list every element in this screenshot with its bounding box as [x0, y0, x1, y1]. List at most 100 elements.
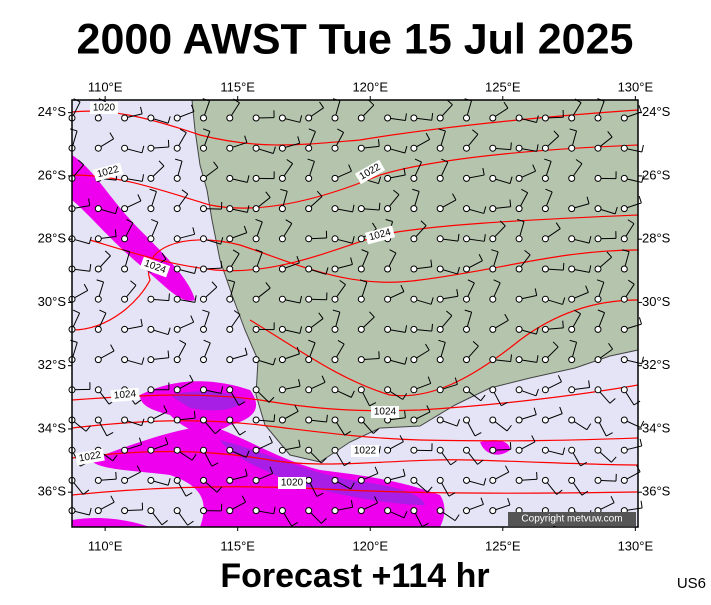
barb-station	[279, 447, 285, 453]
barb-station	[122, 236, 128, 242]
barb-station	[621, 236, 627, 242]
isobar-label-text: 1020	[281, 478, 304, 489]
barb-station	[358, 145, 364, 151]
barb-station	[464, 236, 470, 242]
lon-label: 130°E	[618, 79, 654, 94]
barb-station	[490, 206, 496, 212]
barb-station	[411, 266, 417, 272]
barb-station	[437, 477, 443, 483]
barb-station	[174, 417, 180, 423]
barb-station	[279, 387, 285, 393]
barb-station	[516, 357, 522, 363]
barb-flag	[639, 105, 641, 112]
lon-label: 125°E	[485, 538, 521, 553]
barb-station	[201, 175, 207, 181]
barb-station	[621, 477, 627, 483]
lon-label: 110°E	[88, 79, 123, 94]
barb-station	[253, 175, 259, 181]
barb-station	[542, 145, 548, 151]
barb-station	[358, 296, 364, 302]
barb-station	[332, 417, 338, 423]
barb-station	[542, 447, 548, 453]
barb-station	[253, 357, 259, 363]
barb-station	[279, 145, 285, 151]
barb-flag	[511, 142, 512, 149]
barb-station	[411, 477, 417, 483]
barb-station	[227, 417, 233, 423]
barb-station	[490, 236, 496, 242]
barb-station	[201, 326, 207, 332]
barb-station	[490, 447, 496, 453]
barb-station	[148, 145, 154, 151]
copyright: Copyright metvuw.com	[521, 514, 622, 525]
barb-station	[95, 326, 101, 332]
barb-station	[227, 357, 233, 363]
barb-station	[385, 115, 391, 121]
barb-station	[411, 357, 417, 363]
barb-station	[385, 145, 391, 151]
barb-station	[201, 508, 207, 514]
lat-label: 30°S	[642, 294, 671, 309]
barb-station	[569, 357, 575, 363]
barb-station	[227, 387, 233, 393]
barb-station	[279, 266, 285, 272]
barb-station	[253, 417, 259, 423]
barb-station	[569, 296, 575, 302]
barb-station	[279, 175, 285, 181]
lat-label: 32°S	[642, 357, 671, 372]
barb-station	[516, 236, 522, 242]
barb-station	[411, 145, 417, 151]
barb-station	[569, 115, 575, 121]
barb-station	[174, 296, 180, 302]
lat-label: 24°S	[642, 104, 671, 119]
barb-station	[95, 477, 101, 483]
barb-station	[253, 145, 259, 151]
barb-station	[332, 357, 338, 363]
barb-station	[201, 266, 207, 272]
lat-label: 28°S	[642, 231, 671, 246]
lat-label: 36°S	[642, 484, 671, 499]
barb-station	[437, 357, 443, 363]
barb-station	[95, 236, 101, 242]
barb-station	[95, 145, 101, 151]
barb-station	[227, 296, 233, 302]
barb-station	[122, 477, 128, 483]
barb-station	[332, 145, 338, 151]
barb-flag	[563, 321, 564, 328]
barb-station	[358, 417, 364, 423]
barb-station	[385, 447, 391, 453]
barb-station	[279, 236, 285, 242]
barb-station	[227, 175, 233, 181]
barb-station	[437, 508, 443, 514]
barb-station	[253, 477, 259, 483]
barb-station	[174, 206, 180, 212]
barb-station	[621, 417, 627, 423]
barb-station	[148, 175, 154, 181]
barb-station	[516, 206, 522, 212]
barb-station	[595, 447, 601, 453]
barb-station	[253, 447, 259, 453]
barb-station	[174, 387, 180, 393]
barb-station	[385, 477, 391, 483]
barb-station	[174, 357, 180, 363]
barb-station	[385, 175, 391, 181]
barb-station	[411, 175, 417, 181]
barb-station	[595, 266, 601, 272]
barb-station	[516, 115, 522, 121]
barb-station	[490, 477, 496, 483]
barb-station	[253, 115, 259, 121]
barb-station	[174, 145, 180, 151]
barb-station	[227, 477, 233, 483]
barb-station	[279, 326, 285, 332]
barb-flag	[169, 293, 170, 300]
barb-station	[411, 387, 417, 393]
barb-station	[595, 296, 601, 302]
barb-station	[122, 115, 128, 121]
barb-station	[516, 175, 522, 181]
barb-station	[306, 266, 312, 272]
barb-station	[464, 477, 470, 483]
barb-station	[201, 477, 207, 483]
barb-station	[174, 326, 180, 332]
barb-flag	[640, 439, 642, 446]
isobar-label: 1022	[351, 445, 379, 457]
